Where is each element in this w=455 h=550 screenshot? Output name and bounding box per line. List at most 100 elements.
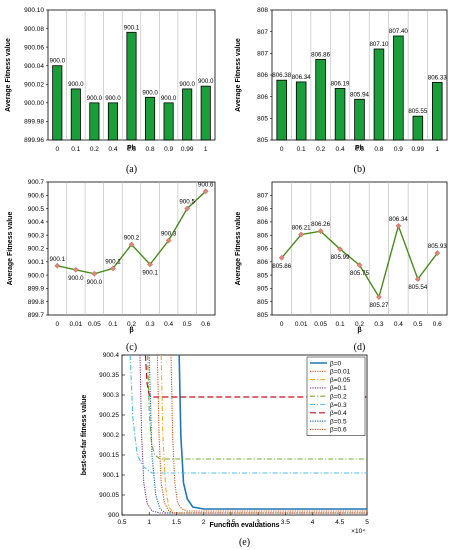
series-line (156, 355, 367, 514)
panel-c-ytick-label: 900.1 (28, 259, 45, 266)
legend-label: β=0.4 (330, 410, 347, 417)
panel-b-ytick-label: 806 (257, 72, 268, 79)
panel-a-ytick-label: 900.08 (24, 26, 44, 33)
x-tick-label: 0.6 (201, 321, 210, 328)
y-tick-label: 900.4 (103, 352, 120, 359)
panel-a-ytick-label: 899.96 (24, 137, 44, 144)
x-tick-label: 2 (202, 519, 206, 526)
data-label: 900.0 (198, 78, 214, 85)
data-point (72, 266, 79, 273)
x-tick-label: 0.9 (394, 146, 403, 153)
x-tick-label: 5 (365, 519, 369, 526)
series-line (147, 355, 367, 460)
panel-d: 805 805 805 805 806 806 806 806 806 807 0 0.01 0.05 0… (235, 181, 448, 353)
bar (432, 81, 443, 141)
x-tick-label: 0.2 (90, 146, 99, 153)
y-tick-label: 900.1 (103, 472, 120, 479)
data-point (278, 254, 285, 261)
x-tick-label: 0.2 (127, 321, 136, 328)
panel-d-ytick-label: 805 (257, 299, 268, 306)
x-tick-label: 0.6 (433, 321, 442, 328)
panel-a-ytick-label: 900.06 (24, 44, 44, 51)
panel-d-ytick-label: 806 (257, 232, 268, 239)
panel-c-ytick-label: 900.6 (28, 193, 45, 200)
panel-c-ytick-label: 899.8 (28, 299, 45, 306)
y-tick-label: 900.3 (103, 392, 120, 399)
y-axis-label: Average Fitness value (7, 212, 14, 286)
x-tick-label: 0 (280, 321, 284, 328)
legend-label: β=0.3 (330, 402, 347, 409)
panel-d-ytick-label: 807 (257, 193, 268, 200)
data-label: 900.2 (124, 235, 140, 242)
data-label: 806.19 (331, 80, 350, 87)
bar (315, 59, 326, 141)
panel-c-ytick-label: 900.5 (28, 206, 45, 213)
panel-c-ytick-label: 900.3 (28, 232, 45, 239)
data-point (110, 265, 116, 272)
x-axis-label: Ph (127, 145, 136, 152)
data-label: 900.5 (179, 199, 195, 206)
y-tick-label: 900.35 (99, 372, 119, 379)
series-line (129, 355, 367, 474)
data-point (434, 250, 441, 257)
panel-a: 899.96899.98900.00900.02900.04900.06900.… (5, 7, 216, 175)
data-label: 805.94 (350, 91, 369, 98)
data-label: 805.55 (408, 108, 427, 115)
data-point (147, 261, 153, 268)
data-point (317, 228, 324, 235)
data-point (202, 188, 209, 195)
x-axis-label: β (129, 327, 134, 334)
x-tick-label: 2.5 (226, 519, 235, 526)
bar (107, 102, 118, 141)
legend-label: β=0.01 (330, 369, 351, 376)
x-tick-label: 0.1 (336, 321, 345, 328)
x-tick-label: 0.4 (394, 321, 403, 328)
x-tick-label: 0.5 (117, 519, 126, 526)
data-label: 900.0 (179, 81, 195, 88)
x-tick-label: 0.99 (181, 146, 194, 153)
bar (145, 96, 156, 141)
x-tick-label: 0.2 (316, 146, 325, 153)
bar (354, 98, 365, 141)
panel-b-ytick-label: 807 (257, 51, 268, 58)
x-tick-label: 0 (55, 321, 59, 328)
bar (276, 79, 287, 141)
panel-d-ytick-label: 806 (257, 246, 268, 253)
y-tick-label: 900.2 (103, 432, 120, 439)
data-label: 900.0 (161, 95, 177, 102)
x-tick-label: 0.1 (108, 321, 117, 328)
panel-c-ytick-label: 899.7 (28, 312, 45, 319)
data-label: 900.6 (198, 181, 214, 188)
panel-caption: (e) (239, 537, 250, 548)
data-label: 806.26 (311, 221, 330, 228)
x-tick-label: 3.5 (281, 519, 290, 526)
panel-a-ytick-label: 900.02 (24, 81, 44, 88)
panel-c-ytick-label: 900.2 (28, 246, 45, 253)
panel-b: 80580580680680780780880800.10.20.40.60.8… (235, 7, 448, 175)
y-axis-label: Average Fitness value (5, 38, 12, 112)
x-tick-label: 0.9 (164, 146, 173, 153)
x-tick-label: 0.6 (127, 146, 136, 153)
data-point (298, 231, 305, 238)
legend-label: β=0.5 (330, 418, 347, 425)
y-tick-label: 900.25 (99, 412, 119, 419)
x-tick-label: 0.2 (355, 321, 364, 328)
data-label: 805.27 (369, 302, 388, 309)
x-tick-label: 0.01 (295, 321, 308, 328)
data-label: 806.34 (389, 216, 408, 223)
data-label: 900.3 (161, 231, 177, 238)
panel-d-ytick-label: 805 (257, 286, 268, 293)
bar (70, 88, 81, 141)
panel-d-ytick-label: 806 (257, 206, 268, 213)
bar (393, 35, 404, 141)
data-label: 900.0 (87, 95, 103, 102)
y-axis-label: best-so-far fitness value (81, 395, 88, 476)
x-tick-label: 0 (280, 146, 284, 153)
series-line (144, 355, 367, 398)
x-tick-label: 0.6 (355, 146, 364, 153)
data-label: 805.99 (331, 254, 350, 261)
x-tick-label: 3 (256, 519, 260, 526)
data-point (395, 223, 402, 229)
y-axis-label: Average Fitness value (235, 38, 242, 112)
legend-label: β=0.1 (330, 385, 347, 392)
